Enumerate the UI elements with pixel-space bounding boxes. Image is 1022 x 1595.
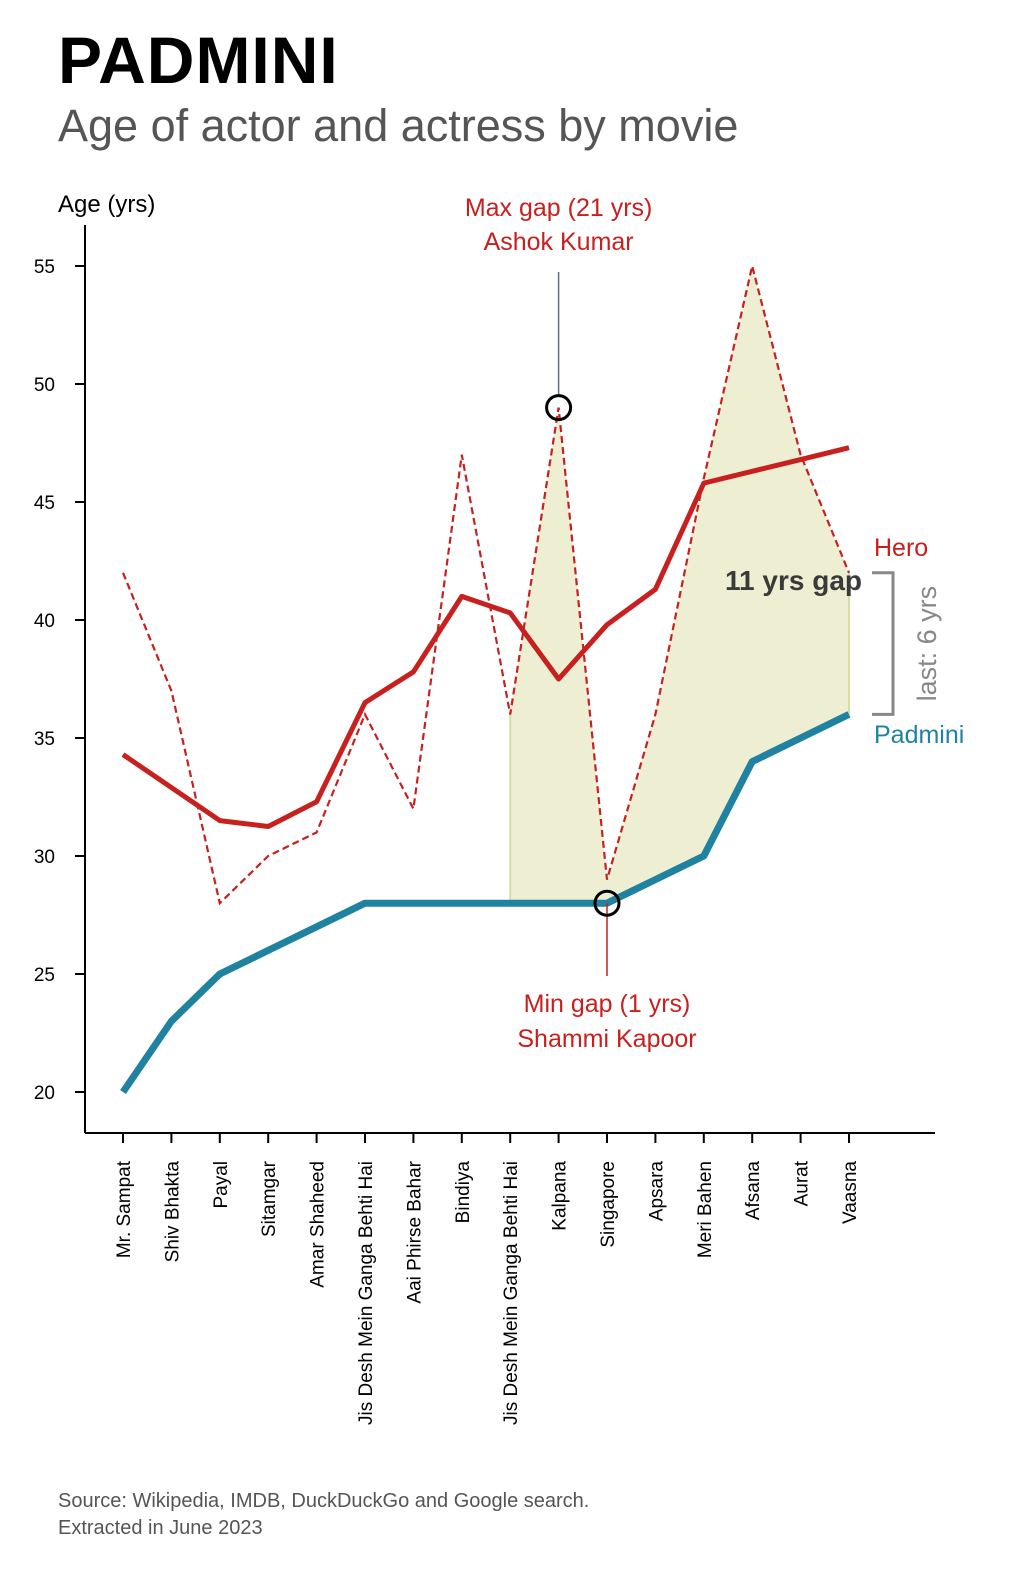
min-gap-name: Shammi Kapoor — [517, 1025, 696, 1053]
chart-subtitle: Age of actor and actress by movie — [58, 100, 739, 151]
x-tick-label: Afsana — [743, 1161, 764, 1221]
x-tick-label: Sitamgar — [259, 1160, 280, 1237]
max-gap-marker — [545, 394, 573, 422]
y-tick-label: 45 — [34, 493, 55, 514]
x-tick-label: Aai Phirse Bahar — [404, 1160, 425, 1303]
max-gap-name: Ashok Kumar — [484, 228, 634, 256]
hero-series-label: Hero — [874, 534, 928, 562]
x-tick-label: Payal — [211, 1161, 232, 1209]
hero-trend-line — [121, 445, 850, 829]
max-gap-label: Max gap (21 yrs) — [465, 194, 653, 222]
source-line-1: Source: Wikipedia, IMDB, DuckDuckGo and … — [58, 1490, 590, 1512]
x-tick-label: Apsara — [646, 1161, 667, 1222]
x-tick-label: Singapore — [598, 1161, 619, 1248]
x-tick-label: Bindiya — [453, 1161, 474, 1224]
x-tick-label: Amar Shaheed — [308, 1161, 329, 1288]
average-gap-label: 11 yrs gap — [725, 565, 862, 596]
last-gap-label: last: 6 yrs — [912, 586, 942, 702]
min-gap-label: Min gap (1 yrs) — [524, 990, 691, 1018]
x-tick-label: Vaasna — [840, 1161, 861, 1224]
y-tick-label: 55 — [34, 257, 55, 278]
source-note: Source: Wikipedia, IMDB, DuckDuckGo and … — [58, 1488, 589, 1542]
gap-area — [510, 266, 849, 904]
x-tick-label: Jis Desh Mein Ganga Behti Hai — [356, 1161, 377, 1425]
x-tick-label: Meri Bahen — [695, 1161, 716, 1258]
y-tick-label: 40 — [34, 611, 55, 632]
x-tick-label: Aurat — [792, 1160, 813, 1206]
y-tick-label: 25 — [34, 965, 55, 986]
x-tick-label: Shiv Bhakta — [162, 1161, 183, 1263]
hero-age-line — [121, 265, 851, 906]
x-tick-label: Mr. Sampat — [114, 1160, 135, 1258]
chart-title: PADMINI — [58, 23, 339, 97]
y-tick-label: 30 — [34, 847, 55, 868]
x-tick-label: Kalpana — [550, 1161, 571, 1231]
y-tick-label: 35 — [34, 729, 55, 750]
x-tick-label: Jis Desh Mein Ganga Behti Hai — [501, 1161, 522, 1425]
min-gap-marker — [593, 889, 621, 917]
source-line-2: Extracted in June 2023 — [58, 1517, 263, 1539]
actress-series-label: Padmini — [874, 721, 964, 749]
actress-age-line — [120, 711, 851, 1094]
last-gap-bracket — [872, 571, 895, 716]
y-tick-label: 20 — [34, 1083, 55, 1104]
y-tick-label: 50 — [34, 375, 55, 396]
y-axis-label: Age (yrs) — [58, 191, 155, 218]
